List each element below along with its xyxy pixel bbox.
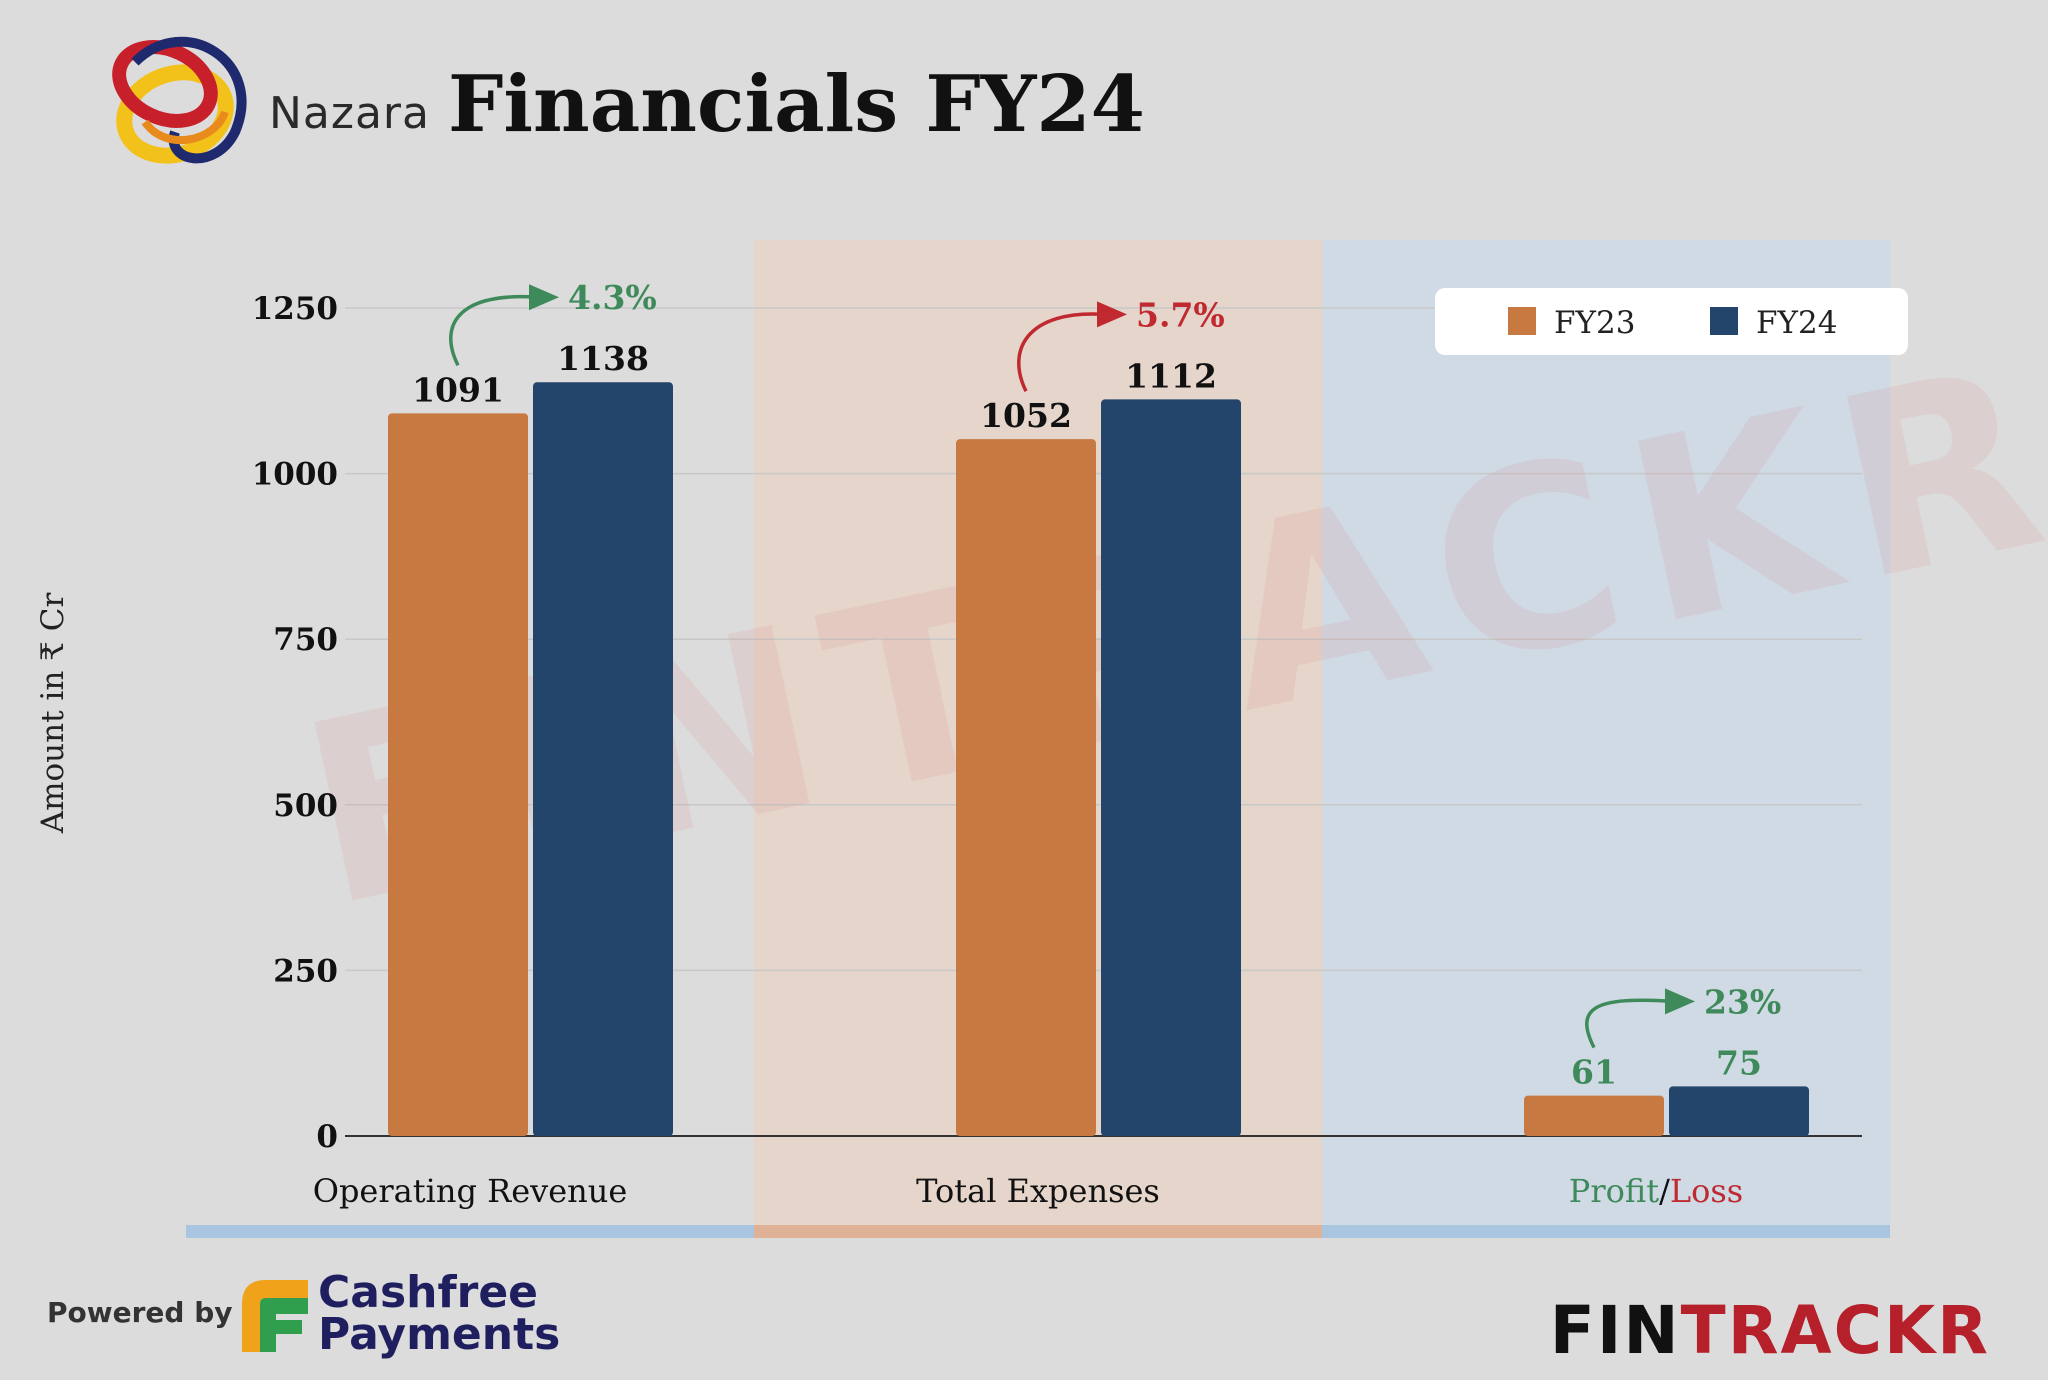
x-tick-label: Operating Revenue <box>313 1172 628 1210</box>
change-arrow <box>1017 312 1106 392</box>
y-tick-label: 0 <box>316 1119 338 1155</box>
legend-swatch-fy24 <box>1710 307 1738 335</box>
header: Nazara Financials FY24 <box>105 22 1145 182</box>
data-label: 1138 <box>557 339 649 378</box>
cashfree-line2: Payments <box>318 1309 561 1360</box>
category-band <box>186 1225 754 1238</box>
x-tick-label: Profit/Loss <box>1569 1172 1743 1210</box>
y-axis-label: Amount in ₹ Cr <box>35 593 71 835</box>
bar-fy23 <box>956 439 1096 1136</box>
data-label: 1052 <box>980 396 1072 435</box>
x-tick-label: Total Expenses <box>916 1172 1160 1210</box>
data-label: 75 <box>1716 1043 1762 1082</box>
y-tick-label: 1250 <box>252 291 338 327</box>
y-tick-label: 500 <box>273 788 338 824</box>
y-tick-label: 750 <box>273 622 338 658</box>
legend-label: FY24 <box>1756 305 1837 341</box>
x-tick-profit: Profit <box>1569 1172 1659 1210</box>
bar-fy24 <box>1669 1086 1809 1136</box>
change-arrow-head <box>1097 301 1127 328</box>
change-arrow-head <box>1665 988 1695 1015</box>
cashfree-line1: Cashfree <box>318 1267 539 1318</box>
data-label: 1112 <box>1125 356 1217 395</box>
y-tick-label: 250 <box>273 953 338 989</box>
category-band <box>754 1225 1322 1238</box>
x-tick-loss: Loss <box>1670 1172 1743 1210</box>
cashfree-icon <box>242 1280 308 1352</box>
nazara-logo-icon <box>112 36 247 164</box>
data-label: 61 <box>1571 1053 1617 1092</box>
category-background <box>1322 240 1890 1225</box>
change-arrow <box>449 294 538 367</box>
fintrackr-trackr: TRACKR <box>1680 1292 1990 1369</box>
powered-by-label: Powered by <box>47 1296 233 1329</box>
page-title: Financials FY24 <box>448 58 1145 150</box>
change-arrow <box>1585 998 1674 1049</box>
change-label: 4.3% <box>568 278 657 317</box>
brand-name: Nazara <box>269 87 430 139</box>
fintrackr-logo: FINTRACKR <box>1550 1292 1990 1369</box>
bar-fy24 <box>1101 399 1241 1136</box>
legend-box <box>1435 288 1908 355</box>
change-label: 5.7% <box>1136 295 1225 334</box>
x-tick-slash: / <box>1659 1172 1670 1210</box>
cashfree-logo: Cashfree Payments <box>236 1267 561 1360</box>
legend-swatch-fy23 <box>1508 307 1536 335</box>
y-tick-label: 1000 <box>252 457 338 493</box>
change-arrow-head <box>529 284 559 311</box>
fintrackr-fin: FIN <box>1549 1292 1681 1369</box>
data-label: 1091 <box>412 370 504 409</box>
category-band <box>1322 1225 1890 1238</box>
bar-fy23 <box>388 413 528 1136</box>
bar-fy24 <box>533 382 673 1136</box>
legend: FY23 FY24 <box>1435 288 1908 355</box>
legend-label: FY23 <box>1554 305 1635 341</box>
bar-fy23 <box>1524 1095 1664 1136</box>
change-label: 23% <box>1704 982 1781 1021</box>
